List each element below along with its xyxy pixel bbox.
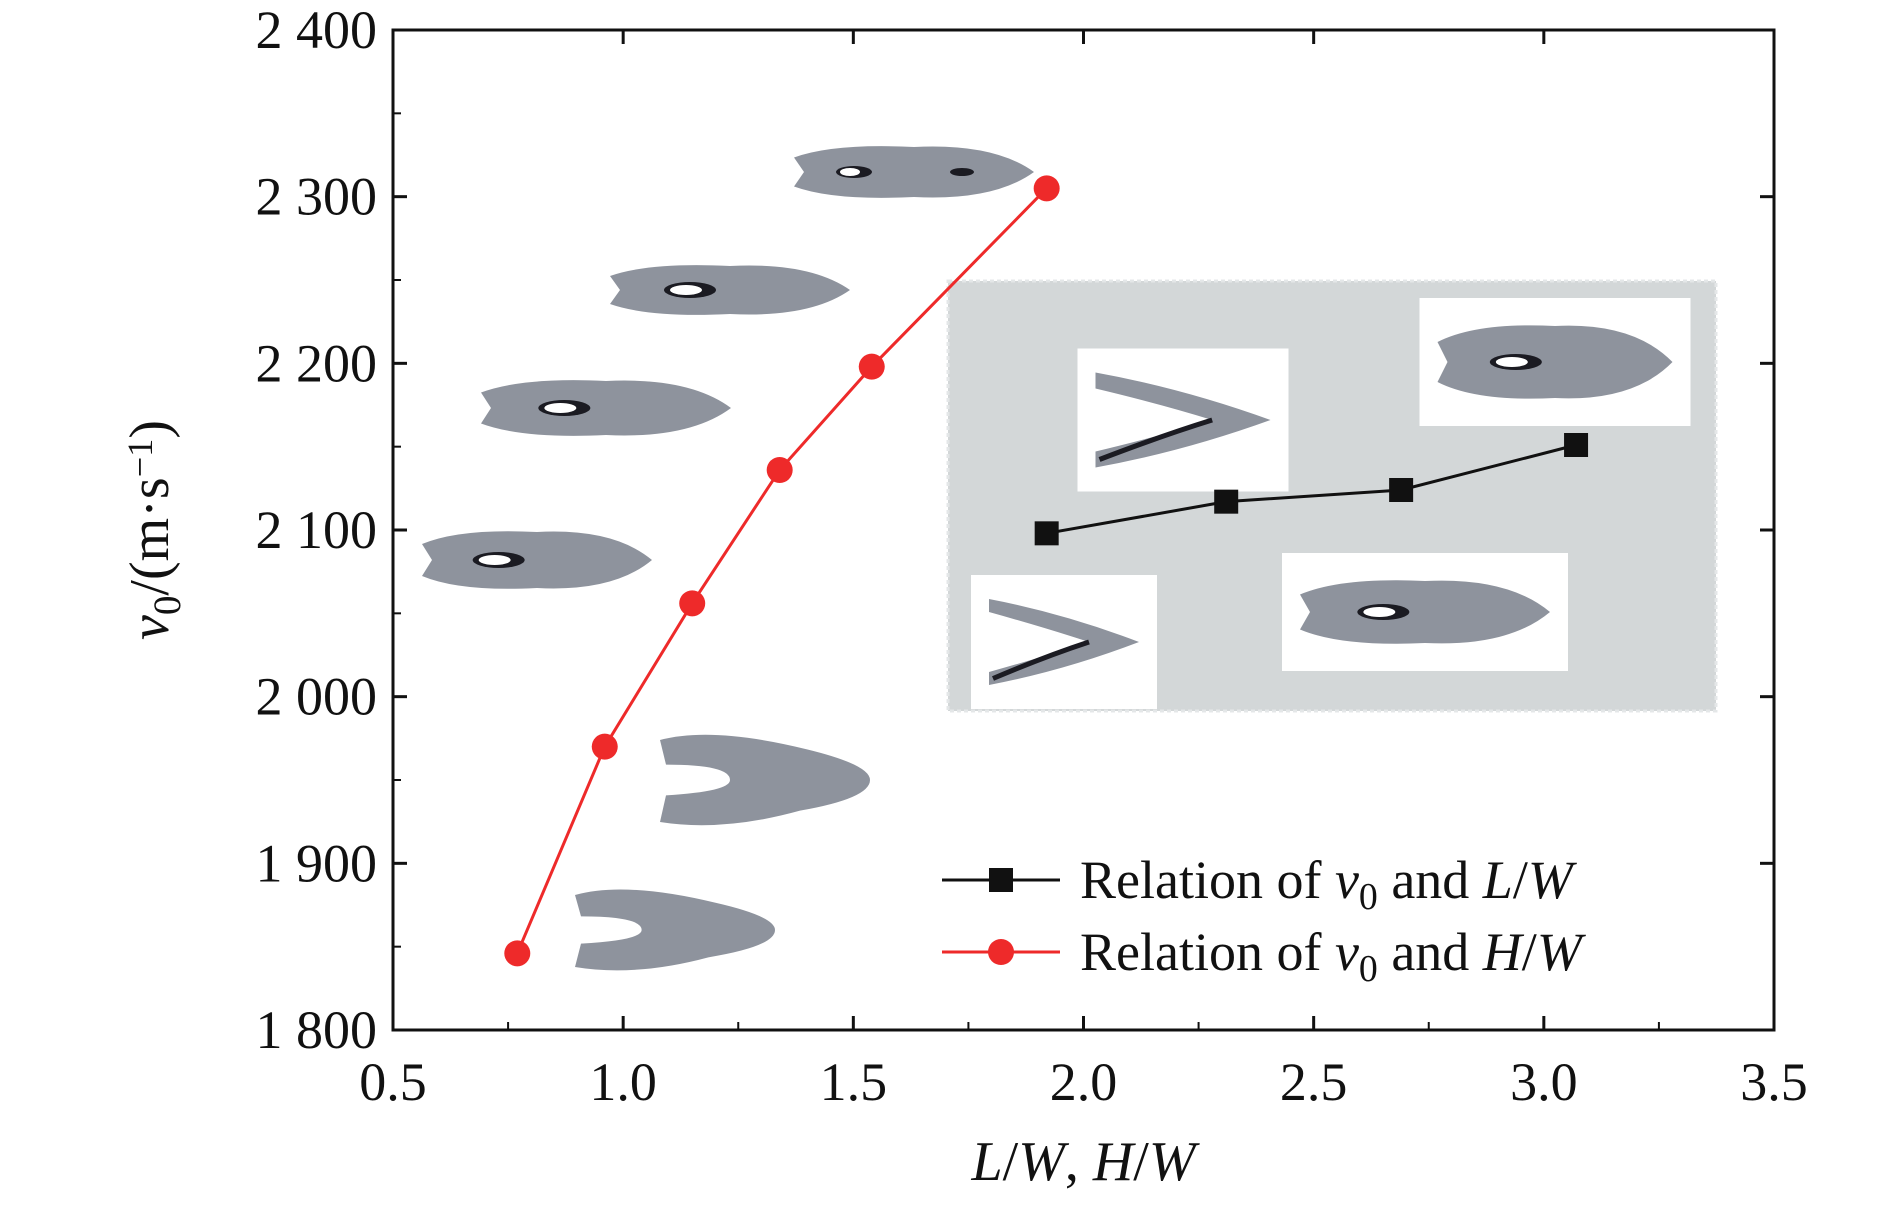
data-point-hw bbox=[679, 590, 706, 617]
x-tick-label: 2.0 bbox=[1050, 1052, 1118, 1112]
text-part: Relation of bbox=[1080, 922, 1335, 982]
specimen-hole-center bbox=[478, 555, 511, 565]
specimen-elongated-hole bbox=[481, 380, 731, 436]
x-axis-title: L/W, H/W bbox=[970, 1131, 1199, 1193]
y-tick-label: 1 900 bbox=[256, 833, 378, 893]
y-tick-label: 2 200 bbox=[256, 333, 378, 393]
text-part: −1 bbox=[120, 439, 160, 478]
text-part: and bbox=[1378, 922, 1483, 982]
text-part: L bbox=[1482, 850, 1513, 910]
series-hw bbox=[504, 175, 1060, 967]
x-tick-label: 3.0 bbox=[1510, 1052, 1578, 1112]
legend-marker bbox=[988, 939, 1014, 965]
text-part: H bbox=[1092, 1131, 1136, 1193]
text-part: W bbox=[1537, 922, 1587, 982]
specimen-v-shape bbox=[1077, 348, 1289, 492]
text-part: Relation of bbox=[1080, 850, 1335, 910]
specimen-shape bbox=[575, 889, 775, 971]
text-part: v bbox=[1335, 922, 1359, 982]
series-line-hw bbox=[515, 187, 1048, 954]
y-tick-label: 2 400 bbox=[256, 0, 378, 60]
y-tick-label: 2 000 bbox=[256, 667, 378, 727]
legend-item-lw: Relation of v0 and L/W bbox=[942, 850, 1578, 918]
specimen-images bbox=[422, 146, 1691, 971]
data-point-hw bbox=[766, 457, 793, 483]
specimen-hole-center bbox=[544, 403, 577, 413]
text-part: W bbox=[1149, 1131, 1200, 1193]
specimen-elongated-hole-small bbox=[610, 265, 850, 315]
text-part: / bbox=[1522, 922, 1537, 982]
specimen-hole bbox=[950, 168, 974, 176]
specimen-shape bbox=[660, 734, 870, 826]
specimen-elongated-hole bbox=[422, 531, 652, 589]
text-part: / bbox=[1133, 1131, 1149, 1193]
series-layer bbox=[504, 175, 1589, 967]
specimen-v-shape-thin bbox=[971, 575, 1157, 709]
x-tick-label: 1.0 bbox=[589, 1052, 657, 1112]
legend-marker bbox=[989, 868, 1013, 892]
legend-item-hw: Relation of v0 and H/W bbox=[942, 922, 1587, 990]
text-part: 0 bbox=[1359, 876, 1378, 918]
specimen-elongated-hole bbox=[1282, 553, 1568, 671]
text-part: H bbox=[1482, 922, 1525, 982]
specimen-hole-center bbox=[840, 168, 860, 176]
data-point-lw bbox=[1389, 478, 1414, 502]
specimen-crack bbox=[1098, 417, 1213, 462]
specimen-shape bbox=[794, 146, 1034, 198]
specimen-hole-center bbox=[1363, 607, 1396, 617]
specimen-shape bbox=[1437, 325, 1673, 399]
text-part: 0 bbox=[146, 596, 189, 616]
text-part: W bbox=[1018, 1131, 1069, 1193]
specimen-shape bbox=[422, 531, 652, 589]
data-point-hw bbox=[504, 940, 531, 967]
x-tick-label: 0.5 bbox=[359, 1052, 427, 1112]
specimen-forked-hole bbox=[1419, 298, 1691, 426]
text-part: / bbox=[1513, 850, 1528, 910]
specimen-forked-notch bbox=[660, 734, 870, 826]
legend-label: Relation of v0 and L/W bbox=[1080, 850, 1578, 918]
data-point-hw bbox=[591, 733, 618, 760]
text-part: /(m·s bbox=[119, 477, 181, 595]
data-point-hw bbox=[858, 353, 885, 380]
specimen-shape bbox=[481, 380, 731, 436]
series-line-lw bbox=[1046, 443, 1577, 535]
text-part: / bbox=[1003, 1131, 1019, 1193]
text-part: ) bbox=[119, 420, 181, 439]
data-point-hw bbox=[1033, 175, 1060, 202]
x-tick-label: 1.5 bbox=[820, 1052, 888, 1112]
data-point-lw bbox=[1034, 521, 1059, 546]
specimen-hole-center bbox=[1495, 357, 1528, 367]
text-part: v bbox=[119, 615, 181, 640]
x-tick-label: 2.5 bbox=[1280, 1052, 1348, 1112]
specimen-hole-center bbox=[670, 285, 702, 295]
text-part: v bbox=[1335, 850, 1359, 910]
text-part: , bbox=[1065, 1131, 1093, 1193]
y-axis-title: v0/(m·s−1) bbox=[119, 420, 189, 640]
x-tick-label: 3.5 bbox=[1740, 1052, 1808, 1112]
series-lw bbox=[1034, 433, 1589, 546]
axes: 0.5 1.0 1.5 2.0 2.5 3.0 3.5 1 800 1 900 2 000 2 10… bbox=[119, 0, 1808, 1193]
specimen-elongated-holes bbox=[794, 146, 1034, 198]
text-part: L bbox=[970, 1131, 1002, 1193]
specimen-forked-notch bbox=[575, 889, 775, 971]
y-tick-label: 2 100 bbox=[256, 500, 378, 560]
text-part: 0 bbox=[1359, 948, 1378, 990]
legend-label: Relation of v0 and H/W bbox=[1080, 922, 1587, 990]
text-part: W bbox=[1528, 850, 1578, 910]
specimen-shape bbox=[1300, 580, 1550, 644]
text-part: and bbox=[1378, 850, 1483, 910]
specimen-shape bbox=[610, 265, 850, 315]
specimen-crack bbox=[992, 639, 1090, 681]
data-point-lw bbox=[1214, 489, 1239, 514]
y-tick-label: 1 800 bbox=[256, 1000, 378, 1060]
data-point-lw bbox=[1564, 433, 1589, 457]
y-tick-label: 2 300 bbox=[256, 167, 378, 227]
